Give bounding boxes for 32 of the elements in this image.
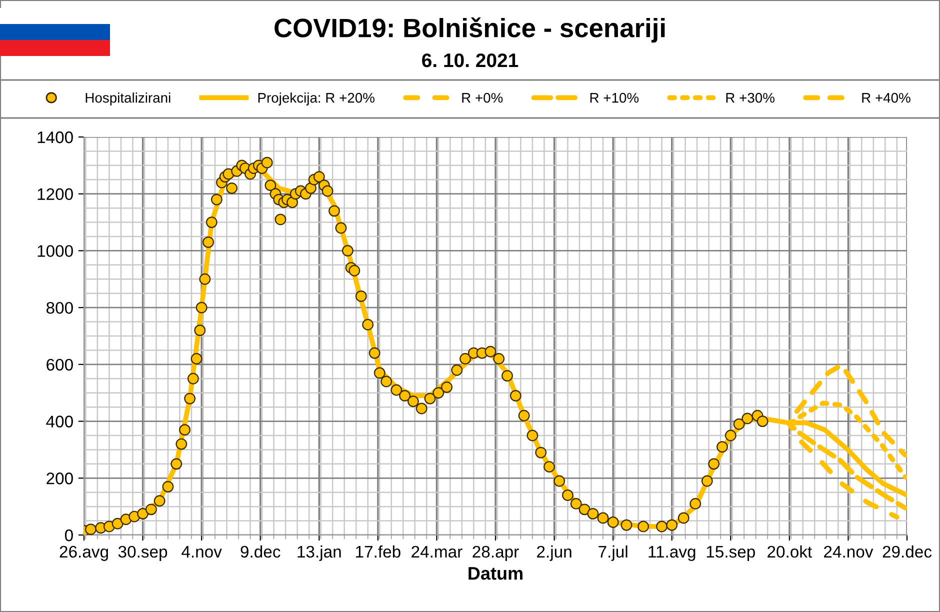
y-tick-label: 400: [46, 416, 73, 428]
x-tick-label: 11.avg: [648, 546, 696, 561]
x-tick-label: 13.jan: [298, 545, 341, 561]
x-axis-title: Datum: [468, 567, 522, 580]
y-tick-label: 1000: [38, 245, 73, 257]
x-tick-label: 15.sep: [706, 546, 755, 561]
x-tick-label: 4.nov: [182, 546, 222, 558]
legend-label: R +40%: [862, 92, 910, 103]
x-tick-label: 29.dec: [882, 545, 932, 558]
chart-subtitle: 6. 10. 2021: [422, 53, 518, 68]
legend-label: R +10%: [590, 92, 639, 103]
x-tick-label: 7.jul: [598, 545, 628, 561]
y-tick-label: 200: [46, 472, 73, 484]
x-tick-label: 26.avg: [60, 546, 108, 561]
y-tick-label: 1200: [38, 188, 73, 200]
x-tick-label: 17.feb: [356, 545, 400, 558]
y-tick-label: 800: [46, 302, 73, 314]
y-tick-label: 0: [64, 529, 73, 542]
x-tick-label: 28.apr: [472, 546, 519, 561]
chart-title: COVID19: Bolnišnice - scenariji: [274, 17, 665, 43]
x-tick-label: 30.sep: [118, 546, 168, 561]
legend-label: Projekcija: R +20%: [258, 92, 374, 106]
y-tick-label: 600: [46, 358, 73, 371]
x-tick-label: 20.okt: [768, 545, 812, 558]
y-tick-label: 1400: [38, 131, 73, 144]
legend-label: R +0%: [462, 92, 503, 103]
legend-label: Hospitalizirani: [86, 92, 170, 106]
x-tick-label: 24.nov: [824, 546, 874, 558]
x-tick-label: 24.mar: [412, 546, 462, 558]
legend-label: R +30%: [726, 92, 774, 103]
x-tick-label: 9.dec: [240, 545, 280, 558]
x-tick-label: 2.jun: [537, 545, 572, 561]
